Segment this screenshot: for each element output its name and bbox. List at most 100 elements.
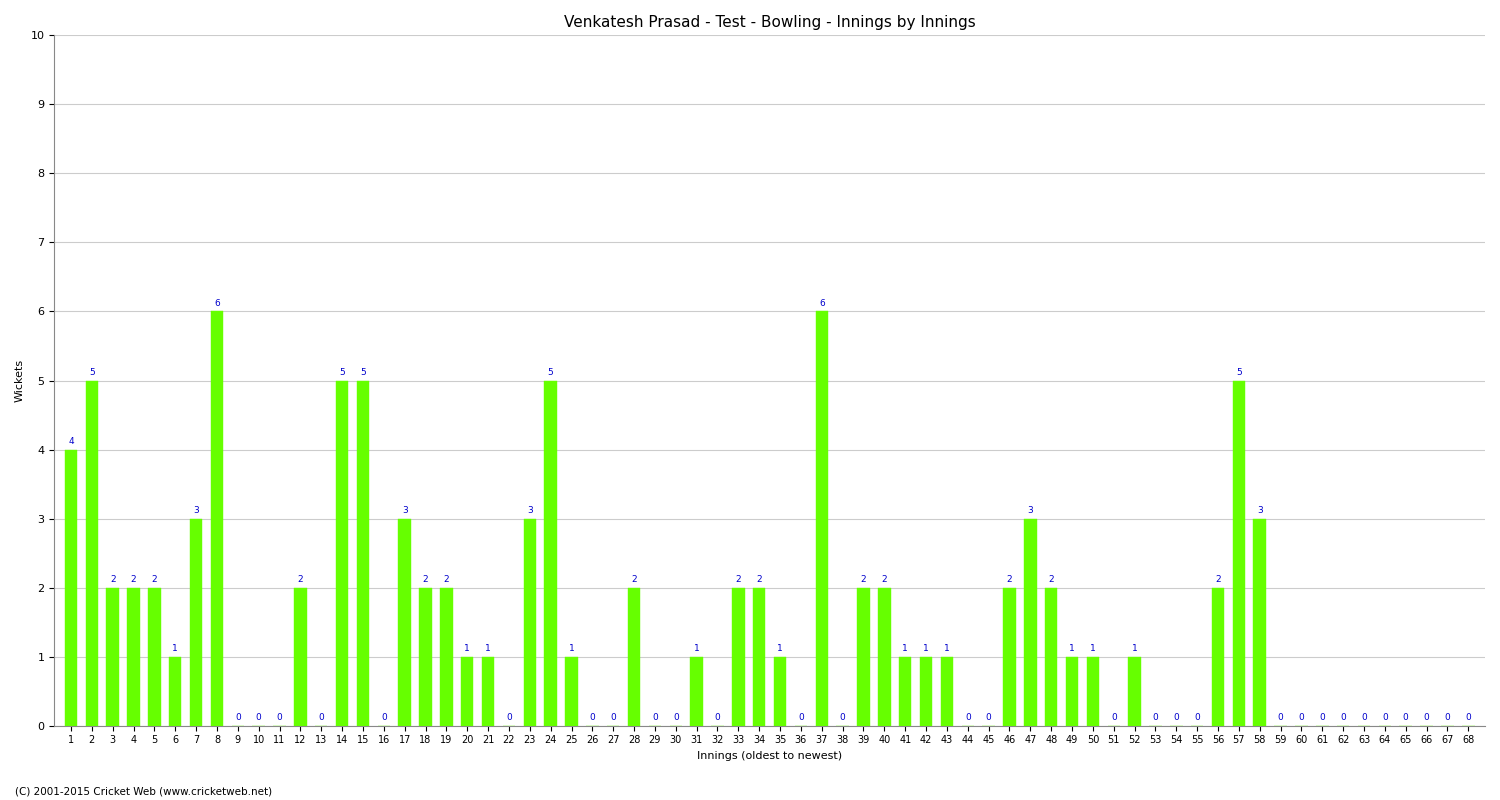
Text: 3: 3 [526, 506, 532, 515]
Bar [148, 588, 160, 726]
Bar [878, 588, 891, 726]
Text: 6: 6 [214, 299, 220, 308]
Text: 0: 0 [964, 714, 970, 722]
Text: (C) 2001-2015 Cricket Web (www.cricketweb.net): (C) 2001-2015 Cricket Web (www.cricketwe… [15, 786, 272, 796]
Bar [460, 657, 474, 726]
Text: 1: 1 [922, 644, 928, 654]
Bar [1046, 588, 1058, 726]
Bar [940, 657, 952, 726]
Text: 0: 0 [236, 714, 240, 722]
Text: 0: 0 [1112, 714, 1116, 722]
Bar [732, 588, 744, 726]
Text: 5: 5 [339, 368, 345, 377]
Text: 0: 0 [276, 714, 282, 722]
Bar [210, 311, 224, 726]
Text: 1: 1 [568, 644, 574, 654]
Text: 0: 0 [840, 714, 846, 722]
Text: 1: 1 [465, 644, 470, 654]
Bar [1066, 657, 1078, 726]
Bar [690, 657, 703, 726]
Text: 1: 1 [777, 644, 783, 654]
Text: 0: 0 [318, 714, 324, 722]
Text: 1: 1 [484, 644, 490, 654]
Bar [420, 588, 432, 726]
Text: 3: 3 [194, 506, 200, 515]
Text: 1: 1 [1131, 644, 1137, 654]
Bar [440, 588, 453, 726]
Text: 3: 3 [402, 506, 408, 515]
Text: 4: 4 [68, 437, 74, 446]
Bar [1086, 657, 1100, 726]
Bar [753, 588, 765, 726]
Text: 0: 0 [1299, 714, 1305, 722]
Text: 2: 2 [423, 575, 429, 584]
Bar [544, 381, 556, 726]
Text: 5: 5 [88, 368, 94, 377]
Bar [336, 381, 348, 726]
Text: 2: 2 [1007, 575, 1013, 584]
Text: 3: 3 [1028, 506, 1033, 515]
Bar [920, 657, 933, 726]
Title: Venkatesh Prasad - Test - Bowling - Innings by Innings: Venkatesh Prasad - Test - Bowling - Inni… [564, 15, 975, 30]
Text: 2: 2 [1215, 575, 1221, 584]
Text: 0: 0 [674, 714, 678, 722]
Text: 0: 0 [986, 714, 992, 722]
Text: 6: 6 [819, 299, 825, 308]
Bar [1233, 381, 1245, 726]
Text: 0: 0 [610, 714, 616, 722]
Text: 0: 0 [1424, 714, 1430, 722]
Text: 1: 1 [172, 644, 178, 654]
Text: 0: 0 [1341, 714, 1346, 722]
Text: 2: 2 [882, 575, 886, 584]
Bar [774, 657, 786, 726]
Text: 0: 0 [1444, 714, 1450, 722]
Y-axis label: Wickets: Wickets [15, 359, 26, 402]
Text: 2: 2 [297, 575, 303, 584]
Bar [898, 657, 912, 726]
Bar [106, 588, 118, 726]
Text: 0: 0 [256, 714, 261, 722]
Text: 2: 2 [735, 575, 741, 584]
Bar [170, 657, 182, 726]
Text: 0: 0 [1173, 714, 1179, 722]
Bar [1254, 518, 1266, 726]
Bar [816, 311, 828, 726]
Text: 5: 5 [548, 368, 554, 377]
Text: 0: 0 [1278, 714, 1284, 722]
Text: 2: 2 [110, 575, 116, 584]
Bar [357, 381, 369, 726]
Text: 1: 1 [1070, 644, 1076, 654]
Bar [86, 381, 98, 726]
Text: 1: 1 [944, 644, 950, 654]
Bar [856, 588, 870, 726]
Bar [294, 588, 306, 726]
Text: 2: 2 [861, 575, 867, 584]
Bar [482, 657, 495, 726]
Text: 3: 3 [1257, 506, 1263, 515]
Text: 2: 2 [756, 575, 762, 584]
Text: 0: 0 [590, 714, 596, 722]
Text: 2: 2 [632, 575, 638, 584]
Bar [628, 588, 640, 726]
Text: 0: 0 [1152, 714, 1158, 722]
Bar [1004, 588, 1016, 726]
Text: 5: 5 [1236, 368, 1242, 377]
Text: 0: 0 [652, 714, 658, 722]
Text: 2: 2 [152, 575, 157, 584]
Text: 0: 0 [1382, 714, 1388, 722]
Bar [1024, 518, 1036, 726]
Bar [64, 450, 76, 726]
Text: 0: 0 [798, 714, 804, 722]
X-axis label: Innings (oldest to newest): Innings (oldest to newest) [698, 751, 842, 761]
Bar [190, 518, 202, 726]
Text: 1: 1 [1090, 644, 1096, 654]
Text: 2: 2 [130, 575, 136, 584]
Text: 0: 0 [1320, 714, 1324, 722]
Text: 0: 0 [1466, 714, 1472, 722]
Bar [128, 588, 140, 726]
Text: 0: 0 [714, 714, 720, 722]
Text: 0: 0 [381, 714, 387, 722]
Text: 1: 1 [694, 644, 699, 654]
Text: 0: 0 [1194, 714, 1200, 722]
Bar [1128, 657, 1142, 726]
